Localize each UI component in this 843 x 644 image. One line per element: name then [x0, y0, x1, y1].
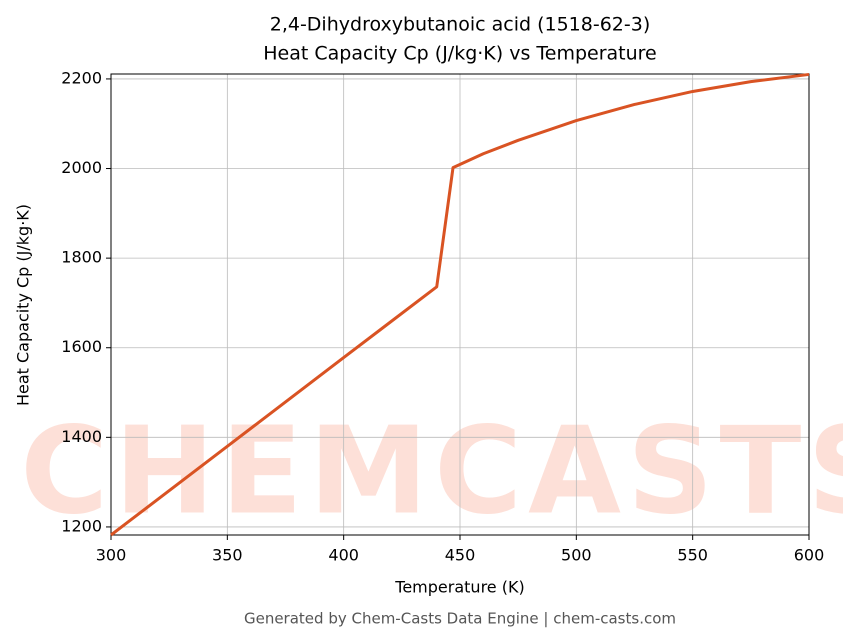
footer: Generated by Chem-Casts Data Engine | ch… [244, 610, 676, 628]
chart-title: 2,4-Dihydroxybutanoic acid (1518-62-3) [270, 14, 651, 36]
x-tick-label: 400 [328, 546, 359, 565]
x-tick-label: 550 [677, 546, 708, 565]
x-tick-label: 600 [794, 546, 825, 565]
y-tick-label: 2000 [61, 158, 102, 177]
x-tick-label: 300 [96, 546, 127, 565]
y-tick-label: 1600 [61, 337, 102, 356]
y-tick-label: 1800 [61, 248, 102, 267]
x-tick-label: 350 [212, 546, 243, 565]
x-tick-label: 500 [561, 546, 592, 565]
y-tick-label: 1400 [61, 427, 102, 446]
y-tick-label: 1200 [61, 516, 102, 535]
x-axis-label: Temperature (K) [394, 578, 524, 597]
watermark: CHEMCASTS [20, 403, 843, 542]
plot-frame [110, 73, 810, 536]
x-tick-label: 450 [445, 546, 476, 565]
y-tick-label: 2200 [61, 68, 102, 87]
chart-subtitle: Heat Capacity Cp (J/kg·K) vs Temperature [263, 43, 657, 65]
data-line [110, 72, 810, 537]
y-axis-label: Heat Capacity Cp (J/kg·K) [14, 204, 33, 406]
